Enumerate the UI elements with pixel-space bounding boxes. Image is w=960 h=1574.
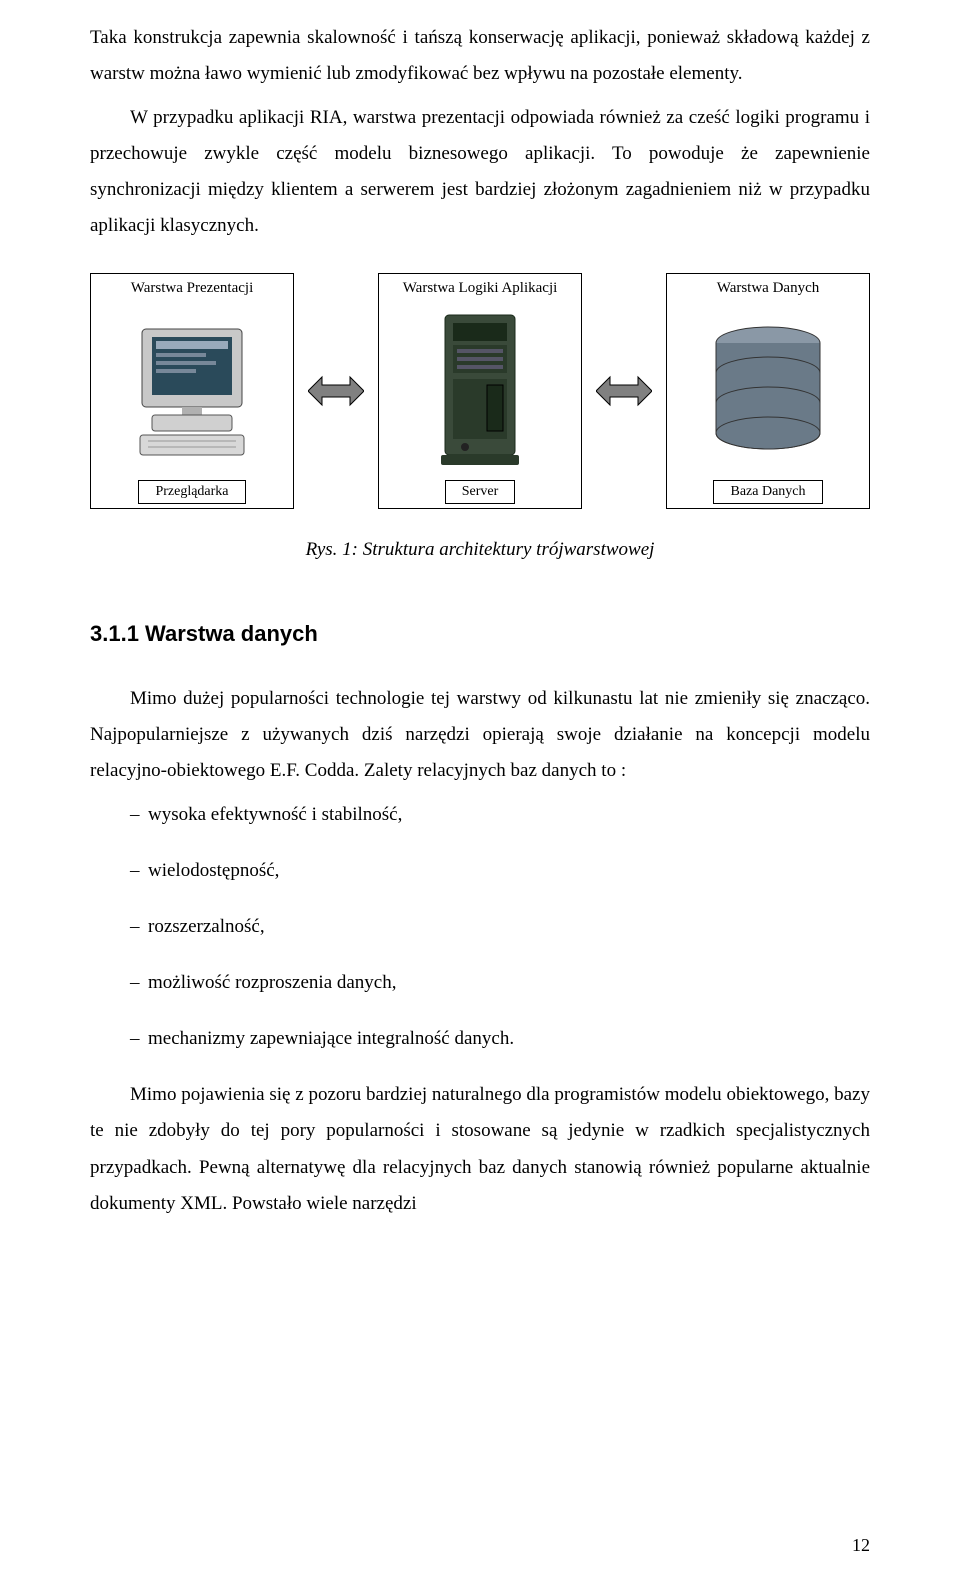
list-item: możliwość rozproszenia danych, <box>130 965 870 1001</box>
paragraph-intro-2: W przypadku aplikacji RIA, warstwa preze… <box>90 100 870 244</box>
paragraph-section-1: Mimo dużej popularności technologie tej … <box>90 681 870 789</box>
arrow-icon <box>308 371 364 411</box>
arrow-icon <box>596 371 652 411</box>
page-number: 12 <box>852 1535 870 1556</box>
server-icon <box>383 303 577 476</box>
figure-three-tier: Warstwa Prezentacji <box>90 273 870 509</box>
tier-data: Warstwa Danych Baza Danych <box>666 273 870 509</box>
tier-title: Warstwa Logiki Aplikacji <box>403 280 558 297</box>
tier-label: Przeglądarka <box>138 480 245 504</box>
document-page: Taka konstrukcja zapewnia skalowność i t… <box>0 0 960 1574</box>
list-item: rozszerzalność, <box>130 909 870 945</box>
browser-pc-icon <box>95 303 289 476</box>
tier-label: Baza Danych <box>713 480 822 504</box>
paragraph-intro-1: Taka konstrukcja zapewnia skalowność i t… <box>90 20 870 92</box>
section-heading: 3.1.1 Warstwa danych <box>90 621 870 647</box>
database-icon <box>671 303 865 476</box>
paragraph-section-2: Mimo pojawienia się z pozoru bardziej na… <box>90 1077 870 1221</box>
tier-title: Warstwa Danych <box>717 280 820 297</box>
tier-title: Warstwa Prezentacji <box>131 280 253 297</box>
tier-logic: Warstwa Logiki Aplikacji Server <box>378 273 582 509</box>
list-item: wielodostępność, <box>130 853 870 889</box>
figure-caption: Rys. 1: Struktura architektury trójwarst… <box>90 539 870 561</box>
tier-label: Server <box>445 480 516 504</box>
bullet-list: wysoka efektywność i stabilność, wielodo… <box>90 797 870 1057</box>
tier-presentation: Warstwa Prezentacji <box>90 273 294 509</box>
list-item: wysoka efektywność i stabilność, <box>130 797 870 833</box>
list-item: mechanizmy zapewniające integralność dan… <box>130 1021 870 1057</box>
